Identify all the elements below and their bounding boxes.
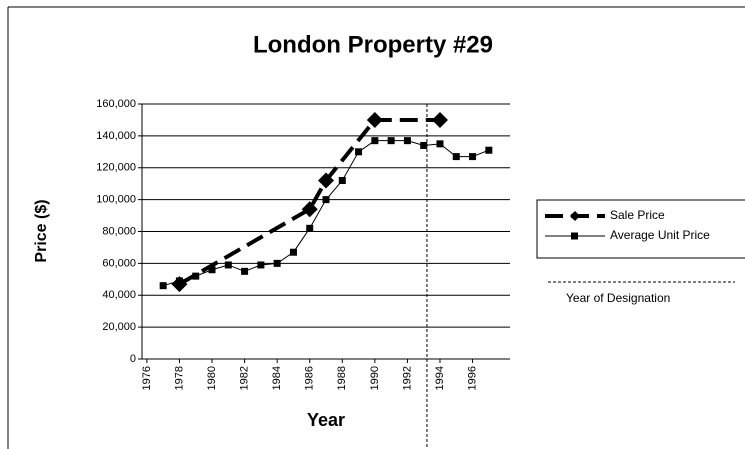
square-marker [355, 148, 363, 156]
legend-label: Average Unit Price [610, 228, 710, 242]
square-marker [338, 177, 346, 184]
legend-diamond [570, 211, 580, 221]
square-marker [469, 153, 477, 161]
square-marker [192, 272, 200, 280]
x-tick-label: 1990 [369, 366, 381, 390]
y-axis-label: Price ($) [33, 199, 50, 262]
legend-box [536, 199, 745, 259]
square-marker [224, 261, 232, 269]
y-tick-label: 0 [130, 353, 136, 365]
chart-title: London Property #29 [253, 31, 493, 58]
diamond-marker [366, 111, 383, 128]
y-tick-label: 80,000 [102, 225, 136, 237]
diamond-marker [301, 201, 318, 218]
square-marker [208, 266, 216, 274]
square-marker [257, 261, 265, 269]
x-tick-label: 1984 [271, 366, 283, 390]
x-tick-label: 1988 [336, 366, 348, 390]
square-marker [306, 224, 314, 232]
diamond-marker [431, 111, 448, 128]
square-marker [322, 196, 330, 204]
x-tick-label: 1994 [434, 366, 446, 390]
x-tick-label: 1976 [141, 366, 153, 390]
square-marker [371, 137, 379, 145]
legend-label: Sale Price [610, 208, 665, 222]
x-tick-label: 1992 [401, 366, 413, 390]
legend-square [571, 232, 578, 240]
y-tick-label: 40,000 [102, 289, 136, 301]
square-marker [175, 277, 183, 285]
square-marker [289, 248, 297, 256]
y-tick-label: 160,000 [96, 98, 136, 110]
y-tick-label: 60,000 [102, 257, 136, 269]
x-tick-label: 1980 [206, 366, 218, 390]
square-marker [159, 282, 167, 290]
y-tick-label: 20,000 [102, 321, 136, 333]
x-axis-label: Year [307, 410, 345, 430]
x-tick-label: 1982 [238, 366, 250, 390]
square-marker [241, 267, 249, 275]
square-marker [436, 140, 444, 148]
diamond-marker [318, 172, 334, 189]
x-tick-label: 1996 [466, 366, 478, 390]
y-tick-label: 120,000 [96, 162, 136, 174]
square-marker [452, 153, 460, 161]
y-tick-label: 100,000 [96, 194, 136, 206]
square-marker [420, 141, 428, 149]
square-marker [403, 137, 411, 145]
square-marker [485, 146, 493, 154]
square-marker [387, 137, 395, 145]
x-tick-label: 1978 [173, 366, 185, 390]
square-marker [273, 259, 281, 267]
x-tick-label: 1986 [304, 366, 316, 390]
legend-designation-label: Year of Designation [566, 291, 670, 305]
y-tick-label: 140,000 [96, 130, 136, 142]
